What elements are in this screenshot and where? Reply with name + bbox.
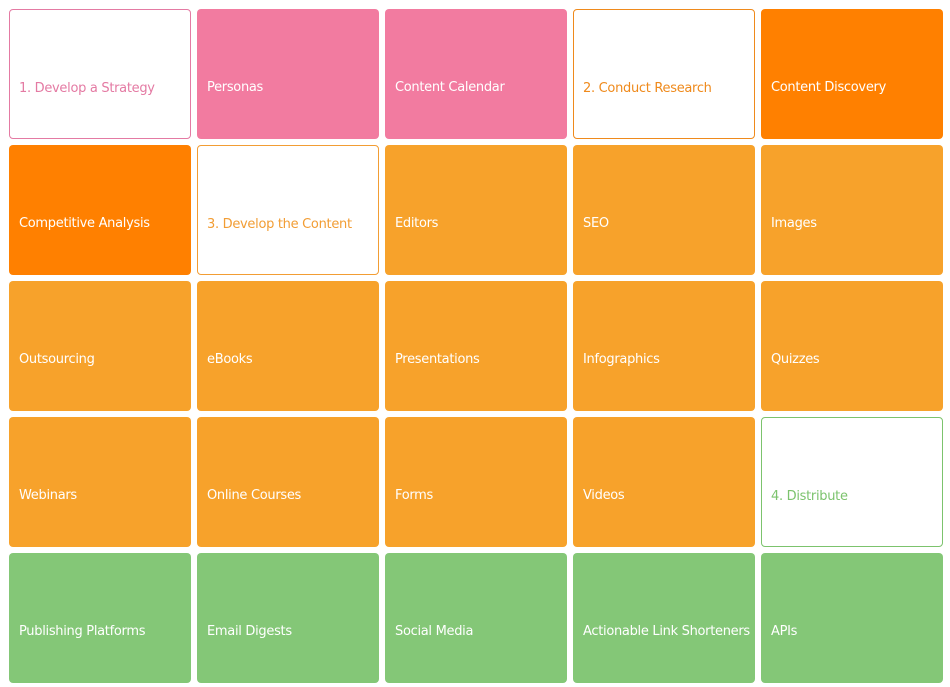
tile-label: 3. Develop the Content <box>207 217 352 232</box>
tile[interactable]: Quizzes <box>761 281 943 411</box>
tile-label: APIs <box>771 624 798 639</box>
tile-label: Editors <box>395 216 439 231</box>
tile-label: Online Courses <box>207 488 302 503</box>
tile[interactable]: Actionable Link Shorteners <box>573 553 755 683</box>
tile[interactable]: Content Calendar <box>385 9 567 139</box>
tile[interactable]: Videos <box>573 417 755 547</box>
tile[interactable]: Social Media <box>385 553 567 683</box>
tile[interactable]: Presentations <box>385 281 567 411</box>
tile[interactable]: 3. Develop the Content <box>197 145 379 275</box>
tile[interactable]: Outsourcing <box>9 281 191 411</box>
tile[interactable]: APIs <box>761 553 943 683</box>
tile[interactable]: Infographics <box>573 281 755 411</box>
tile-label: Actionable Link Shorteners <box>583 624 750 639</box>
tile-label: Email Digests <box>207 624 292 639</box>
tile[interactable]: 2. Conduct Research <box>573 9 755 139</box>
tile-label: Publishing Platforms <box>19 624 146 639</box>
tile-label: Webinars <box>19 488 77 503</box>
tile-label: Presentations <box>395 352 480 367</box>
tile-label: Outsourcing <box>19 352 95 367</box>
tile-label: Forms <box>395 488 434 503</box>
tile-label: Personas <box>207 80 264 95</box>
tile-label: SEO <box>583 216 609 231</box>
tile[interactable]: SEO <box>573 145 755 275</box>
tile[interactable]: Publishing Platforms <box>9 553 191 683</box>
tile-label: Images <box>771 216 817 231</box>
tile-label: eBooks <box>207 352 253 367</box>
tile-label: Quizzes <box>771 352 820 367</box>
tile[interactable]: Online Courses <box>197 417 379 547</box>
tile-label: Competitive Analysis <box>19 216 150 231</box>
tile-label: Infographics <box>583 352 660 367</box>
tile-label: Videos <box>583 488 625 503</box>
tile[interactable]: 1. Develop a Strategy <box>9 9 191 139</box>
tile[interactable]: eBooks <box>197 281 379 411</box>
tile[interactable]: Content Discovery <box>761 9 943 139</box>
tile[interactable]: Images <box>761 145 943 275</box>
tile[interactable]: Editors <box>385 145 567 275</box>
tile[interactable]: Forms <box>385 417 567 547</box>
tile[interactable]: Email Digests <box>197 553 379 683</box>
tile[interactable]: Webinars <box>9 417 191 547</box>
tile-label: 4. Distribute <box>771 489 848 504</box>
tile[interactable]: Competitive Analysis <box>9 145 191 275</box>
tile-label: 1. Develop a Strategy <box>19 81 155 96</box>
tile[interactable]: 4. Distribute <box>761 417 943 547</box>
tile-label: 2. Conduct Research <box>583 81 712 96</box>
tile-label: Content Calendar <box>395 80 505 95</box>
tile-label: Content Discovery <box>771 80 886 95</box>
tile-label: Social Media <box>395 624 474 639</box>
tile[interactable]: Personas <box>197 9 379 139</box>
